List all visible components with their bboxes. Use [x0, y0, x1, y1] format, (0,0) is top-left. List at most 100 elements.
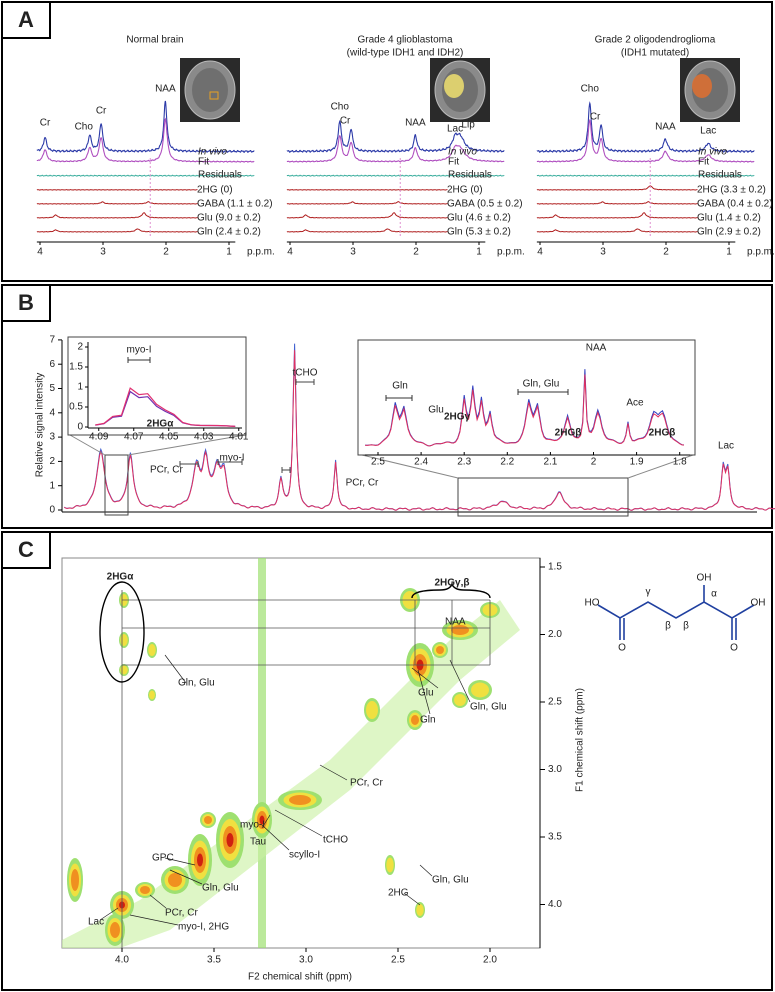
x-tick-label: 4: [537, 247, 543, 258]
peak-label: Lac: [718, 441, 734, 452]
spectrum-title: Grade 4 glioblastoma: [357, 35, 452, 46]
x-tick-label: 4.0: [115, 955, 129, 966]
line: [169, 869, 203, 885]
x-unit: p.p.m.: [747, 247, 775, 258]
atom-label: γ: [646, 587, 651, 598]
atom-label: O: [618, 643, 626, 654]
spectrum-title: Grade 2 oligodendroglioma: [595, 35, 716, 46]
peak-label: Cr: [340, 116, 351, 127]
peak-label: Lac: [447, 124, 463, 135]
x-tick-label: 2.5: [371, 457, 385, 468]
x-tick-label: 1: [226, 247, 232, 258]
spectrum: [36, 100, 255, 154]
x-tick-label: 4.09: [89, 432, 109, 443]
line: [69, 434, 106, 456]
assignment-label: Tau: [250, 837, 266, 848]
line: [411, 667, 439, 689]
assignment-label: 2HG: [388, 888, 409, 899]
peak-label: PCr, Cr: [346, 478, 379, 489]
spectrum-title: Normal brain: [126, 35, 183, 46]
spectrum: [536, 118, 755, 163]
assignment-label: Lac: [88, 917, 104, 928]
brace: [411, 581, 491, 599]
spectrum: [36, 201, 198, 205]
atom-label: OH: [751, 598, 766, 609]
x-tick-label: 4: [287, 247, 293, 258]
atom-label: β: [665, 621, 671, 632]
y-tick-label: 2: [49, 456, 55, 467]
contour: [454, 694, 466, 706]
line: [319, 764, 348, 781]
x-tick-label: 2.1: [543, 457, 557, 468]
x-axis-label: F2 chemical shift (ppm): [248, 972, 352, 983]
contour: [149, 690, 155, 700]
panel-label: A: [18, 7, 34, 32]
x-tick-label: 2: [591, 457, 597, 468]
line: [419, 864, 433, 877]
peak-label: Gln, Glu: [523, 379, 560, 390]
trace-label: Residuals: [448, 170, 492, 181]
y-tick-label: 3.5: [548, 832, 562, 843]
trace-label: Residuals: [198, 170, 242, 181]
contour: [120, 634, 128, 646]
y-tick-label: 1.5: [548, 562, 562, 573]
y-tick-label: 1.5: [69, 362, 83, 373]
x-unit: p.p.m.: [247, 247, 275, 258]
panel-border: [1, 1, 773, 282]
atom-label: O: [730, 643, 738, 654]
atom-label: OH: [697, 573, 712, 584]
plot-area: [61, 557, 541, 949]
spectrum: [36, 228, 198, 233]
contour: [416, 904, 424, 916]
x-tick-label: 4.05: [159, 432, 179, 443]
fit-label: GABA (1.1 ± 0.2): [197, 199, 273, 210]
zoom-box: [457, 477, 629, 517]
assignment-label: PCr, Cr: [350, 778, 383, 789]
contour: [120, 665, 128, 675]
trace-label: Fit: [198, 157, 209, 168]
assignment-label: Gln, Glu: [470, 702, 507, 713]
spectrum: [286, 134, 505, 163]
y-tick-label: 1: [77, 382, 83, 393]
assignment-label: scyllo-I: [289, 850, 320, 861]
contour: [197, 853, 203, 867]
assignment-label: 2HGα: [107, 572, 135, 583]
peak-label: Ace: [626, 398, 644, 409]
assignment-label: GPC: [152, 853, 174, 864]
atom-label: β: [683, 621, 689, 632]
x-tick-label: 4.03: [194, 432, 214, 443]
lesion: [692, 74, 712, 98]
x-tick-label: 2.0: [483, 955, 497, 966]
fit-label: Gln (2.4 ± 0.2): [197, 227, 261, 238]
spectrum: [36, 174, 255, 177]
spectrum: [286, 212, 448, 219]
voxel: [209, 91, 219, 100]
fit-label: GABA (0.5 ± 0.2): [447, 199, 523, 210]
x-tick-label: 1: [476, 247, 482, 258]
zoom-box: [104, 454, 129, 516]
trace-label: In vivo: [448, 147, 477, 158]
peak-label: NAA: [155, 84, 176, 95]
spectrum: [536, 228, 698, 233]
assignment-label: Gln, Glu: [178, 678, 215, 689]
spectrum: [36, 212, 198, 219]
fit-label: Glu (1.4 ± 0.2): [697, 213, 761, 224]
line: [417, 669, 431, 715]
contour: [289, 795, 311, 805]
line: [99, 907, 119, 921]
assignment-label: 2HGγ,β: [434, 578, 469, 589]
line: [449, 659, 471, 703]
line: [361, 454, 459, 479]
spectrum: [536, 212, 698, 219]
y-tick-label: 0: [77, 422, 83, 433]
peak-label: NAA: [405, 118, 426, 129]
ridge: [258, 558, 266, 948]
y-tick-label: 0.5: [69, 402, 83, 413]
mri-brain-inner: [192, 68, 228, 112]
panel-border: [1, 284, 773, 529]
line: [164, 857, 196, 866]
fit-label: GABA (0.4 ± 0.2): [697, 199, 773, 210]
peak-label: 2HGα: [147, 419, 175, 430]
peak-label: Cr: [96, 106, 107, 117]
fit-label: Gln (2.9 ± 0.2): [697, 227, 761, 238]
